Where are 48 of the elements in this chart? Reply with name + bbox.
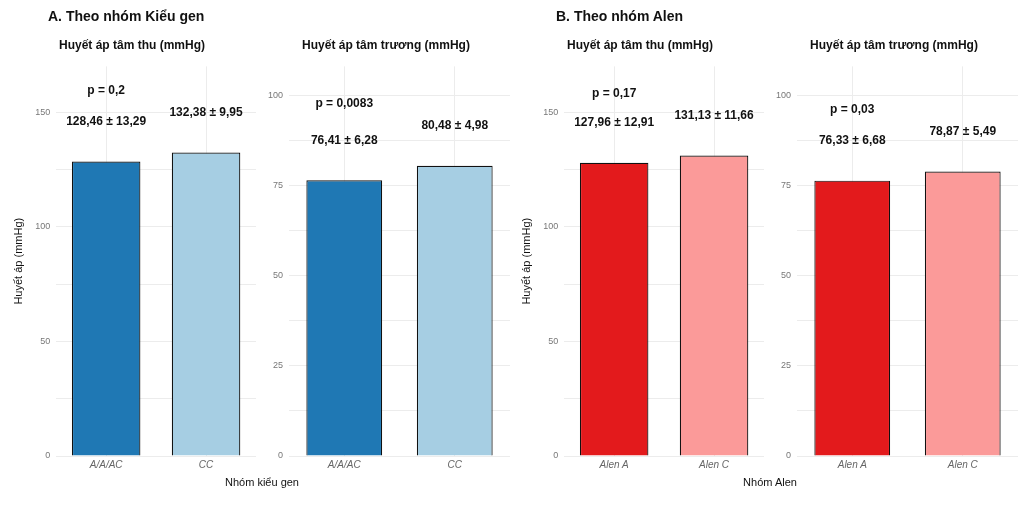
- y-axis-title: Huyết áp (mmHg): [519, 217, 532, 305]
- annotation: p = 0,2: [87, 82, 126, 97]
- x-tick-label: A/A/AC: [326, 458, 362, 470]
- annotation: p = 0,17: [591, 85, 637, 100]
- x-tick-label: CC: [447, 458, 463, 470]
- x-tick-label: A/A/AC: [88, 458, 124, 470]
- chart-title: Huyết áp tâm trương (mmHg): [810, 37, 978, 52]
- chart-subtitle: Huyết áp tâm thu (mmHg): [566, 37, 714, 52]
- x-tick-label: Alen C: [698, 458, 730, 470]
- y-tick-label: 50: [40, 335, 51, 346]
- y-tick-label: 50: [548, 335, 559, 346]
- x-tick-label: CC: [198, 458, 215, 470]
- data-label: 131,13 ± 11,66: [674, 107, 755, 122]
- y-axis-title: Huyết áp (mmHg): [11, 217, 24, 305]
- x-tick-label: Alen C: [946, 458, 979, 470]
- x-tick-label: Alen A: [836, 458, 868, 470]
- chart-title: A. Theo nhóm Kiểu gen: [47, 8, 206, 26]
- y-tick-label: 75: [781, 179, 792, 190]
- data-label: 78,87 ± 5,49: [929, 123, 997, 138]
- chart-subtitle: Huyết áp tâm thu (mmHg): [58, 37, 206, 52]
- y-tick-label: 0: [278, 450, 284, 461]
- y-tick-label: 50: [273, 270, 284, 281]
- chart-title: Huyết áp tâm trương (mmHg): [302, 37, 470, 52]
- y-tick-label: 150: [543, 106, 559, 117]
- x-axis-title: Nhóm Alen: [742, 476, 798, 488]
- y-tick-label: 0: [786, 450, 792, 461]
- annotation: p = 0,03: [830, 101, 875, 116]
- y-tick-label: 0: [553, 450, 559, 461]
- chart-title: B. Theo nhóm Alen: [555, 8, 685, 26]
- y-tick-label: 100: [775, 89, 792, 100]
- data-label: 132,38 ± 9,95: [169, 104, 244, 119]
- annotation: p = 0,0083: [315, 95, 374, 110]
- x-tick-label: Alen A: [598, 458, 630, 470]
- y-tick-label: 100: [543, 221, 559, 232]
- y-tick-label: 100: [267, 89, 284, 100]
- y-tick-label: 75: [273, 179, 284, 190]
- data-label: 128,46 ± 13,29: [66, 113, 147, 128]
- data-label: 80,48 ± 4,98: [421, 117, 489, 132]
- y-tick-label: 150: [35, 106, 51, 117]
- x-axis-title: Nhóm kiểu gen: [224, 476, 300, 488]
- data-label: 127,96 ± 12,91: [574, 115, 655, 130]
- y-tick-label: 0: [45, 450, 51, 461]
- y-tick-label: 100: [35, 221, 51, 232]
- y-tick-label: 25: [781, 360, 792, 371]
- y-tick-label: 25: [273, 360, 284, 371]
- data-label: 76,33 ± 6,68: [818, 132, 886, 147]
- data-label: 76,41 ± 6,28: [310, 132, 378, 147]
- y-tick-label: 50: [781, 270, 792, 281]
